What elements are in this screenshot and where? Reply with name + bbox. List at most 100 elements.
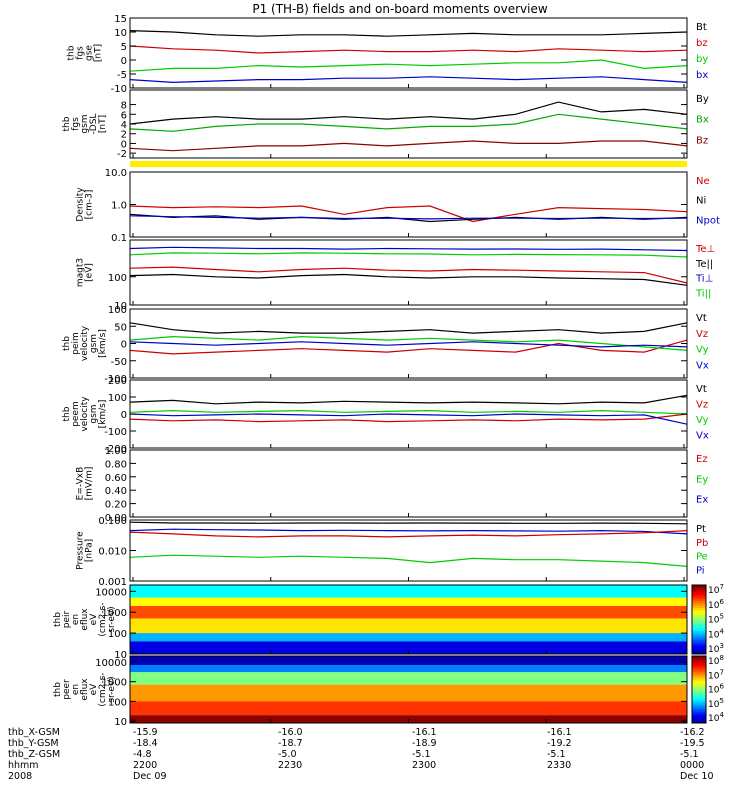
y-axis-label-line: [nT] (94, 44, 104, 62)
ephemeris-value: 2300 (412, 760, 436, 771)
y-axis-label-line: [nPa] (85, 539, 95, 562)
ephemeris-value: -5.0 (278, 749, 297, 760)
colorbar-segment (692, 605, 706, 609)
y-axis-label: Density [cm-3] (76, 187, 95, 222)
legend-entry: Vt (696, 313, 707, 324)
y-axis-label-line: en (71, 684, 81, 695)
panel-frame (129, 89, 688, 159)
panel-temperature: 100 10 magt3 [eV] Te⊥ Te|| Ti⊥ Ti|| (76, 239, 715, 312)
spectrogram-band (130, 672, 687, 685)
spectrogram-band (130, 633, 687, 642)
ephemeris-value: -16.0 (278, 727, 303, 738)
series-line (129, 413, 688, 423)
ephemeris-value: -16.1 (547, 727, 572, 738)
legend-entry: Vt (696, 384, 707, 395)
spectrogram-band (130, 701, 687, 716)
y-axis-label: thb fgs gse [nT] (67, 44, 104, 62)
colorbar-segment (692, 603, 706, 607)
y-tick-label: 4 (121, 120, 127, 131)
series-line (129, 528, 688, 535)
ephemeris-footer: thb_X-GSM -15.9 -16.0 -16.1 -16.1 -16.2 thb_Y-… (8, 727, 714, 782)
y-tick-label: -100 (104, 427, 127, 438)
colorbar-segment (692, 621, 706, 625)
colorbar-tick-label: 105 (708, 697, 724, 710)
y-axis-label-line: (cm2-s- (98, 602, 108, 636)
y-axis-label-line: thb (53, 682, 63, 697)
colorbar-tick-label: 103 (708, 642, 724, 655)
spectrogram-band (130, 585, 687, 598)
y-axis-label-line: thb (53, 612, 63, 627)
colorbar-segment (692, 614, 706, 618)
series-line (129, 530, 688, 538)
series-line (129, 76, 688, 84)
legend-entry: Ez (696, 454, 708, 465)
y-tick-label: 8 (121, 101, 127, 112)
y-tick-label: 0.60 (105, 473, 127, 484)
colorbar-segment (692, 617, 706, 620)
colorbar-segment (692, 637, 706, 641)
legend-entry: Pi (696, 565, 705, 576)
colorbar-segment (692, 676, 706, 679)
y-tick-label: 100 (108, 629, 127, 640)
colorbar-tick-label: 104 (708, 711, 724, 724)
legend-entry: bx (696, 70, 708, 81)
ephemeris-value: -18.7 (278, 738, 303, 749)
ephemeris-value: -16.1 (412, 727, 437, 738)
panel-frame (129, 171, 688, 238)
series-line (129, 59, 688, 72)
colorbar-segment (692, 610, 706, 614)
legend-entry: Ey (696, 474, 708, 485)
y-tick-label: 0 (121, 410, 127, 421)
y-axis-label-line: [nT] (98, 115, 108, 133)
legend-entry: Npot (696, 215, 720, 226)
ephemeris-row-label: thb_Z-GSM (8, 749, 60, 760)
legend-entry: Pt (696, 524, 706, 535)
ephemeris-value: -5.1 (412, 749, 431, 760)
colorbar-segment (692, 696, 706, 699)
legend-entry: Pe (696, 552, 708, 563)
y-tick-label: 10 (114, 717, 127, 728)
spectrogram-band (130, 664, 687, 673)
colorbar-segment (692, 642, 706, 646)
colorbar-tick-label: 106 (708, 683, 724, 696)
colorbar-segment (692, 601, 706, 604)
legend-entry: Vz (696, 400, 708, 411)
colorbar-segment (692, 667, 706, 670)
y-axis-label: thb peir en eflux eV (cm2-s-sr-eV) (53, 602, 117, 636)
series-line (129, 554, 688, 567)
colorbar-segment (692, 596, 706, 600)
colorbar-segment (692, 711, 706, 715)
ephemeris-row-label: hhmm (8, 760, 39, 771)
colorbar-segment (692, 633, 706, 637)
spectrogram-band (130, 641, 687, 654)
spectrogram-band (130, 656, 687, 665)
panel-fgs-gse: 15 10 5 0 -5 -10 thb fgs gse [nT] Bt bz by bx (67, 14, 709, 95)
y-tick-label: 100 (108, 273, 127, 284)
y-tick-label: -200 (104, 444, 127, 455)
data-quality-bar (130, 161, 687, 167)
y-axis-label-line: gsm (89, 334, 99, 353)
y-axis-label-line: eV (89, 683, 99, 696)
ephemeris-value: -16.2 (680, 727, 705, 738)
y-axis-label-line: eflux (80, 608, 90, 631)
legend-entry: Ti⊥ (695, 274, 713, 285)
colorbar-segment (692, 700, 706, 704)
legend-entry: Pb (696, 538, 708, 549)
y-tick-label: 10000 (95, 658, 127, 669)
y-tick-label: 1000 (102, 678, 127, 689)
y-tick-label: 1000 (102, 608, 127, 619)
y-axis-label: thb fgs gsm -DSL [nT] (62, 114, 108, 135)
ephemeris-row-label: thb_X-GSM (8, 727, 60, 738)
series-line (129, 409, 688, 415)
colorbar-segment (692, 662, 706, 666)
y-axis-label: thb peim velocity gsm [km/s] (62, 325, 108, 361)
y-tick-label: 0.001 (98, 577, 127, 588)
y-tick-label: 0.1 (111, 233, 127, 244)
colorbar-segment (692, 587, 706, 591)
ephemeris-value: Dec 09 (133, 771, 167, 782)
spectrogram-band (130, 605, 687, 619)
legend-entry: by (696, 54, 708, 65)
